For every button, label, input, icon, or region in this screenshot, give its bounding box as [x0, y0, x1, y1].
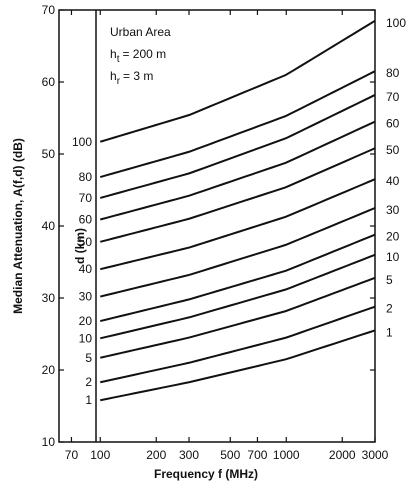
- hr-symbol: h: [110, 69, 117, 83]
- curve-label-right: 2: [386, 302, 393, 316]
- curve-label-left: 5: [85, 351, 92, 365]
- x-axis-title: Frequency f (MHz): [154, 467, 258, 481]
- curve-d-30km: [100, 207, 376, 298]
- x-tick-label: 700: [247, 448, 267, 462]
- y-tick-label: 40: [42, 219, 56, 233]
- curve-d-50km: [100, 147, 376, 243]
- ht-value: = 200 m: [122, 47, 166, 61]
- y-tick-label: 20: [42, 363, 56, 377]
- x-tick-label: 300: [179, 448, 199, 462]
- curve-label-right: 100: [386, 16, 406, 30]
- curve-d-70km: [99, 94, 376, 199]
- curve-label-right: 60: [386, 117, 400, 131]
- y-axis-title: Median Attenuation, A(f,d) (dB): [11, 138, 25, 314]
- curve-label-left: 10: [79, 331, 93, 345]
- plot-frame: [58, 9, 376, 443]
- x-tick-label: 3000: [362, 448, 389, 462]
- y-tick-label: 70: [42, 3, 56, 17]
- curve-label-right: 40: [386, 174, 400, 188]
- curve-label-right: 80: [386, 66, 400, 80]
- ht-symbol: h: [110, 47, 117, 61]
- curve-d-5km: [100, 276, 376, 359]
- x-tick-label: 70: [65, 448, 79, 462]
- hr-subscript: r: [117, 76, 121, 87]
- y-tick-label: 30: [42, 291, 56, 305]
- curve-d-80km: [99, 70, 376, 179]
- curve-d-60km: [100, 120, 376, 221]
- y-tick-label: 60: [42, 75, 56, 89]
- curve-label-right: 50: [386, 143, 400, 157]
- curve-label-left: 50: [79, 235, 93, 249]
- curve-label-right: 5: [386, 273, 393, 287]
- curve-d-40km: [100, 178, 376, 271]
- x-tick-label: 100: [90, 448, 110, 462]
- distance-axis-label: d (km): [73, 228, 87, 264]
- y-tick-label: 50: [42, 147, 56, 161]
- y-tick-label: 10: [42, 435, 56, 449]
- curve-d-100km: [99, 19, 376, 143]
- curve-label-left: 100: [72, 135, 92, 149]
- x-tick-label: 1000: [273, 448, 300, 462]
- curve-label-left: 30: [79, 290, 93, 304]
- curve-label-right: 20: [386, 230, 400, 244]
- curve-label-left: 80: [79, 170, 93, 184]
- curve-d-2km: [100, 305, 376, 384]
- curve-label-right: 10: [386, 250, 400, 264]
- ht-subscript: t: [117, 54, 120, 65]
- curve-d-10km: [100, 253, 376, 340]
- curve-label-left: 1: [85, 393, 92, 407]
- annotation-ht: ht = 200 m: [110, 47, 166, 65]
- curve-label-left: 20: [79, 314, 93, 328]
- annotation-block: Urban Area ht = 200 m hr = 3 m: [110, 25, 171, 87]
- curve-label-left: 70: [79, 191, 93, 205]
- curve-d-1km: [100, 329, 376, 402]
- annotation-area: Urban Area: [110, 25, 171, 39]
- curve-label-right: 70: [386, 90, 400, 104]
- curve-label-left: 40: [79, 262, 93, 276]
- hr-value: = 3 m: [123, 69, 153, 83]
- curve-d-20km: [100, 233, 376, 323]
- curve-label-left: 60: [79, 213, 93, 227]
- x-tick-label: 2000: [329, 448, 356, 462]
- curve-label-left: 2: [85, 375, 92, 389]
- annotation-hr: hr = 3 m: [110, 69, 153, 87]
- x-tick-label: 200: [146, 448, 166, 462]
- curve-label-right: 1: [386, 325, 393, 339]
- x-tick-label: 500: [220, 448, 240, 462]
- curve-label-right: 30: [386, 203, 400, 217]
